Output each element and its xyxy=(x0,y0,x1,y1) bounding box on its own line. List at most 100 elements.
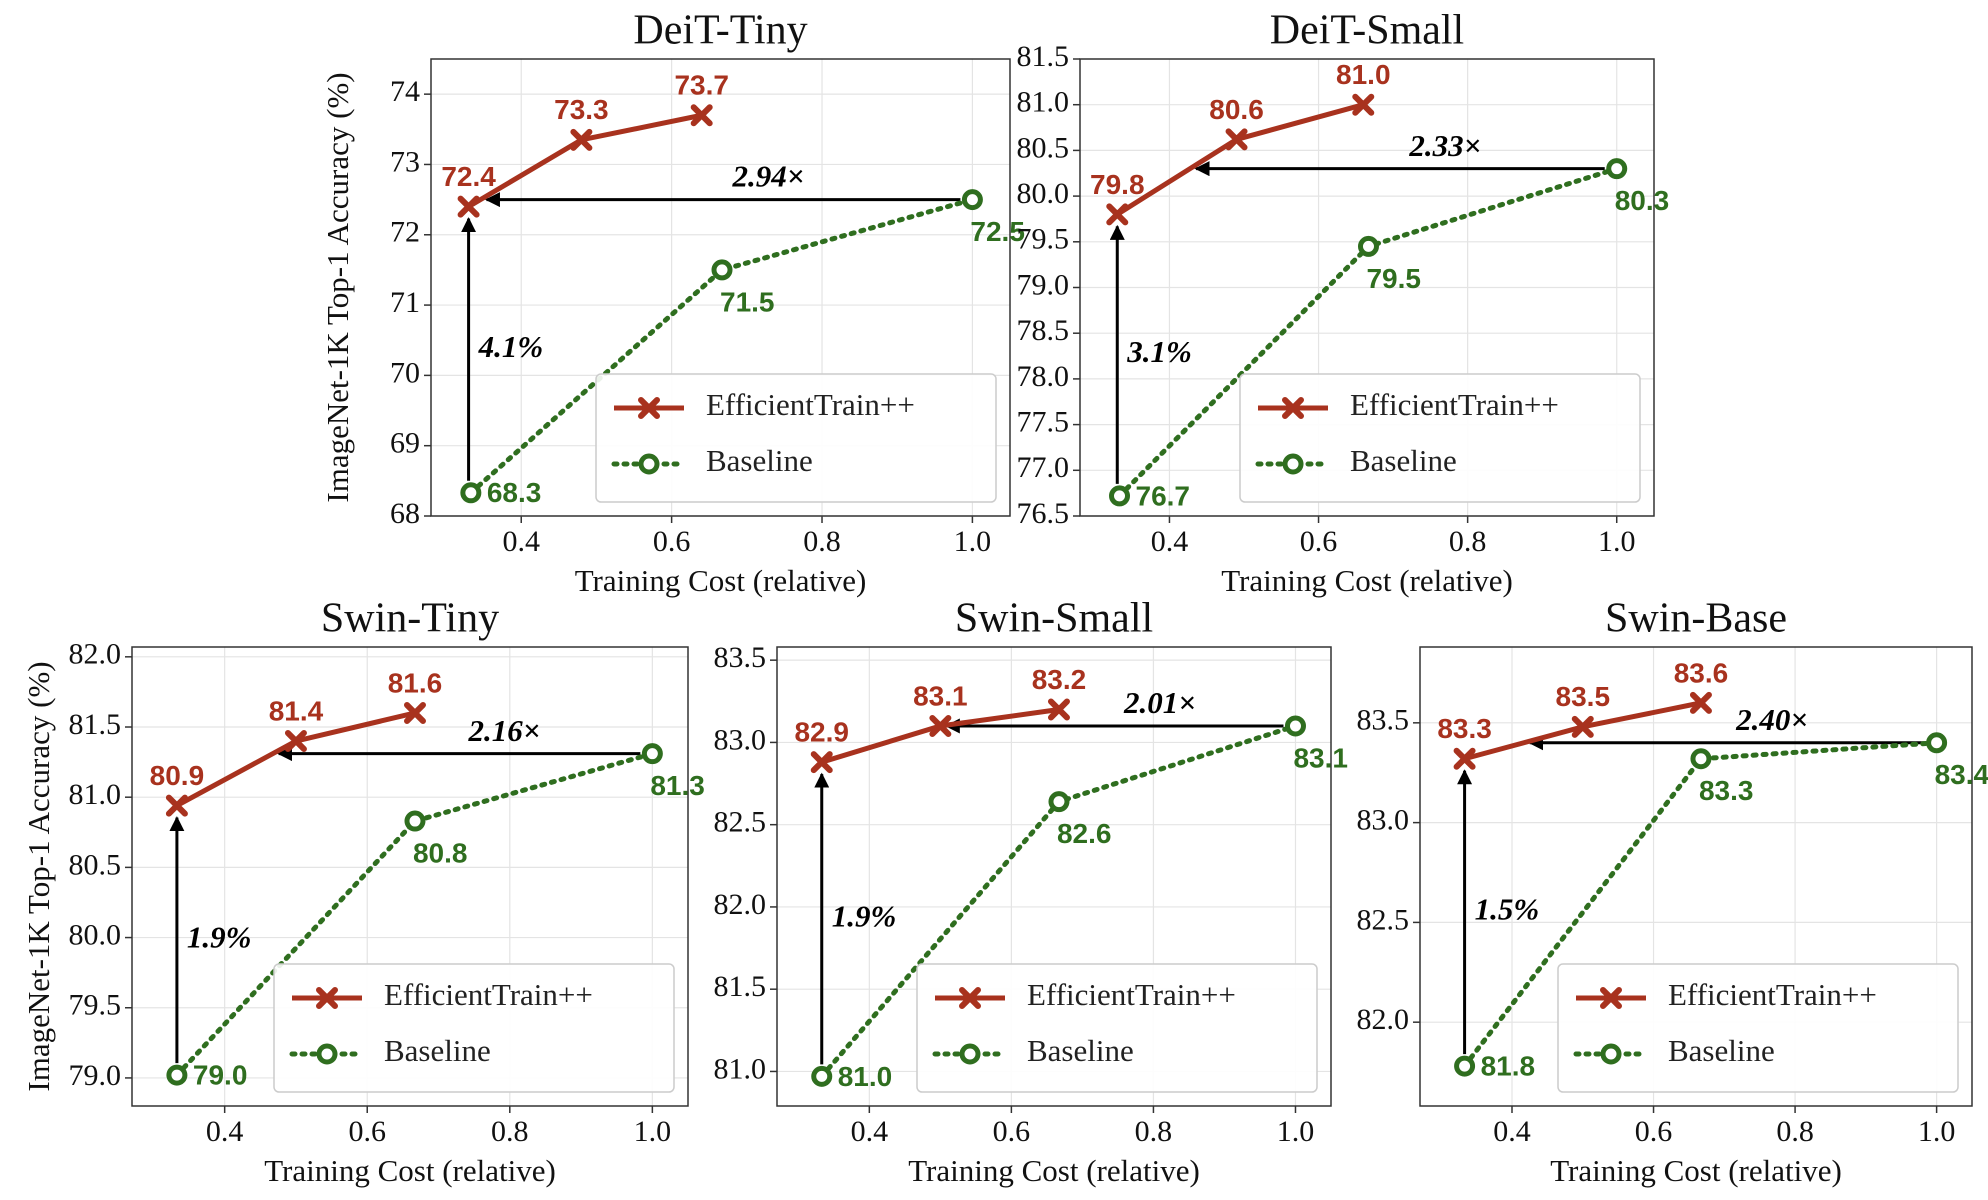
y-tick-label: 83.5 xyxy=(1357,704,1410,737)
legend-label: Baseline xyxy=(706,443,813,478)
legend-marker xyxy=(638,397,660,419)
x-tick-label: 0.4 xyxy=(851,1115,889,1148)
x-tick-label: 0.8 xyxy=(1776,1115,1814,1148)
y-tick-label: 79.0 xyxy=(1017,268,1070,301)
cross-marker xyxy=(1571,715,1594,738)
x-tick-label: 0.8 xyxy=(1135,1115,1173,1148)
data-label: 81.0 xyxy=(1336,59,1391,90)
circle-marker xyxy=(166,1064,188,1086)
x-tick-label: 0.8 xyxy=(491,1115,529,1148)
series-line xyxy=(468,197,975,496)
x-axis-label: Training Cost (relative) xyxy=(1221,563,1513,598)
legend-label: EfficientTrain++ xyxy=(706,387,915,422)
y-tick-label: 68 xyxy=(390,497,420,530)
series-line xyxy=(821,707,1060,765)
data-label: 81.4 xyxy=(269,695,324,726)
chart-title: Swin-Tiny xyxy=(321,596,499,642)
y-axis-label: ImageNet-1K Top-1 Accuracy (%) xyxy=(320,72,355,502)
cross-marker xyxy=(1453,747,1476,770)
data-label: 80.8 xyxy=(413,837,468,868)
y-tick-label: 78.0 xyxy=(1017,360,1070,393)
x-tick-label: 0.6 xyxy=(1300,525,1338,558)
cross-marker xyxy=(1106,203,1129,226)
data-label: 72.5 xyxy=(970,216,1025,247)
plot-frame xyxy=(131,646,689,1107)
circle-marker xyxy=(961,189,983,211)
legend-marker xyxy=(1600,987,1622,1009)
data-label: 82.9 xyxy=(794,717,849,748)
legend-marker xyxy=(316,1043,338,1065)
y-tick-label: 80.5 xyxy=(1017,131,1070,164)
circle-marker xyxy=(711,259,733,281)
y-tick-label: 79.0 xyxy=(69,1059,122,1092)
data-label: 81.0 xyxy=(838,1061,893,1092)
circle-marker xyxy=(641,743,663,765)
data-label: 72.4 xyxy=(441,161,496,192)
data-label: 81.6 xyxy=(388,667,443,698)
data-label: 71.5 xyxy=(720,286,775,317)
speedup-label: 2.40× xyxy=(1735,702,1808,737)
circle-marker xyxy=(1357,235,1379,257)
cross-marker xyxy=(457,195,480,218)
legend-label: Baseline xyxy=(1027,1033,1134,1068)
x-axis-label: Training Cost (relative) xyxy=(1550,1153,1842,1188)
y-tick-label: 72 xyxy=(390,216,420,249)
chart-title: DeiT-Tiny xyxy=(633,8,807,54)
circle-marker xyxy=(404,810,426,832)
y-tick-label: 83.0 xyxy=(714,723,767,756)
data-label: 82.6 xyxy=(1057,818,1112,849)
x-axis-label: Training Cost (relative) xyxy=(575,563,867,598)
y-tick-label: 82.0 xyxy=(1357,1003,1410,1036)
data-label: 83.2 xyxy=(1032,664,1087,695)
circle-marker xyxy=(811,1065,833,1087)
legend-marker xyxy=(638,453,660,475)
chart: 0.4 0.6 0.8 1.0 68 69 70 71 72 73 74 DeiT-Tiny Train… xyxy=(320,8,1025,598)
y-tick-label: 71 xyxy=(390,286,420,319)
plot-frame xyxy=(776,646,1332,1107)
y-tick-label: 83.0 xyxy=(1357,804,1410,837)
legend-box xyxy=(1557,963,1959,1093)
data-label: 80.3 xyxy=(1615,185,1670,216)
plot-frame xyxy=(1419,646,1973,1107)
data-label: 73.7 xyxy=(674,70,729,101)
data-label: 73.3 xyxy=(554,94,609,125)
y-tick-label: 78.5 xyxy=(1017,314,1070,347)
legend-label: EfficientTrain++ xyxy=(384,977,593,1012)
data-label: 83.3 xyxy=(1437,713,1492,744)
legend-label: EfficientTrain++ xyxy=(1668,977,1877,1012)
cross-marker xyxy=(1352,93,1375,116)
legend-marker xyxy=(1600,1043,1622,1065)
y-tick-label: 81.5 xyxy=(1017,40,1070,73)
legend-label: EfficientTrain++ xyxy=(1350,387,1559,422)
y-tick-label: 82.0 xyxy=(714,888,767,921)
data-label: 83.6 xyxy=(1674,657,1729,688)
data-label: 83.1 xyxy=(1293,742,1348,773)
data-label: 83.1 xyxy=(913,680,968,711)
legend-label: Baseline xyxy=(1668,1033,1775,1068)
x-tick-label: 0.6 xyxy=(348,1115,386,1148)
cross-marker xyxy=(929,714,952,737)
cross-marker xyxy=(1225,128,1248,151)
circle-marker xyxy=(460,482,482,504)
x-tick-label: 0.6 xyxy=(1635,1115,1673,1148)
x-tick-label: 0.4 xyxy=(1493,1115,1531,1148)
cross-marker xyxy=(165,794,188,817)
legend-box xyxy=(273,963,675,1093)
x-tick-label: 0.6 xyxy=(653,525,691,558)
legend-marker xyxy=(959,987,981,1009)
y-tick-label: 81.0 xyxy=(714,1052,767,1085)
legend-marker xyxy=(959,1043,981,1065)
chart-title: Swin-Small xyxy=(955,596,1153,642)
legend-box xyxy=(595,373,997,503)
cross-marker xyxy=(1689,691,1712,714)
chart-title: Swin-Base xyxy=(1605,596,1787,642)
legend-box xyxy=(916,963,1318,1093)
circle-marker xyxy=(1109,485,1131,507)
data-label: 68.3 xyxy=(487,477,542,508)
x-tick-label: 1.0 xyxy=(1918,1115,1956,1148)
legend-marker xyxy=(316,987,338,1009)
gain-label: 4.1% xyxy=(478,329,544,364)
circle-marker xyxy=(1606,158,1628,180)
data-label: 81.8 xyxy=(1481,1050,1536,1081)
